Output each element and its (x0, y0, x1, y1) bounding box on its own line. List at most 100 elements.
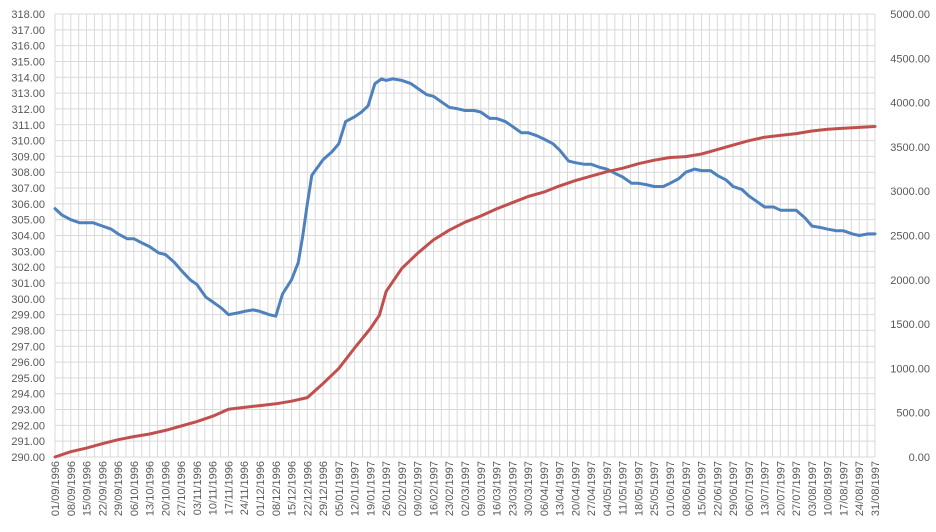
right-y-tick-label: 1000.00 (890, 363, 930, 375)
x-tick-label: 08/06/1997 (681, 461, 693, 516)
left-y-tick-label: 304.00 (11, 231, 45, 243)
left-y-tick-label: 290.00 (11, 452, 45, 464)
left-y-axis: 290.00 291.00 292.00 293.00 294.00 295.00 296.… (11, 9, 45, 464)
x-tick-label: 01/06/1997 (665, 461, 677, 516)
left-y-tick-label: 312.00 (11, 104, 45, 116)
x-tick-label: 29/09/1996 (113, 461, 125, 516)
x-tick-label: 01/12/1996 (255, 461, 267, 516)
series-1 (53, 77, 877, 318)
left-y-tick-label: 310.00 (11, 136, 45, 148)
left-y-tick-label: 298.00 (11, 325, 45, 337)
x-tick-label: 06/04/1997 (539, 461, 551, 516)
x-tick-label: 24/11/1996 (239, 461, 251, 515)
x-tick-label: 27/07/1997 (791, 461, 803, 516)
x-tick-label: 22/09/1996 (97, 461, 109, 516)
x-tick-label: 16/03/1997 (492, 461, 504, 516)
x-tick-label: 19/01/1997 (365, 461, 377, 516)
x-tick-label: 10/11/1996 (208, 461, 220, 515)
x-tick-label: 12/01/1997 (350, 461, 362, 516)
series-layer (53, 77, 877, 459)
right-y-tick-label: 0.00 (909, 452, 930, 464)
horizontal-gridlines (55, 13, 875, 458)
x-tick-label: 30/03/1997 (523, 461, 535, 516)
x-tick-label: 06/07/1997 (744, 461, 756, 516)
x-tick-label: 15/06/1997 (697, 461, 709, 516)
x-tick-label: 20/07/1997 (775, 461, 787, 516)
x-tick-label: 17/08/1997 (838, 461, 850, 516)
series-line (53, 125, 877, 459)
right-y-tick-label: 2500.00 (890, 231, 930, 243)
left-y-tick-label: 307.00 (11, 183, 45, 195)
left-y-tick-label: 294.00 (11, 389, 45, 401)
right-y-axis: 0.00 500.00 1000.00 1500.00 2000.00 2500.00 30… (890, 9, 930, 464)
left-y-tick-label: 299.00 (11, 310, 45, 322)
x-tick-label: 20/04/1997 (570, 461, 582, 516)
left-y-tick-label: 300.00 (11, 294, 45, 306)
left-y-tick-label: 308.00 (11, 167, 45, 179)
x-tick-label: 26/01/1997 (381, 461, 393, 516)
right-y-tick-label: 500.00 (896, 408, 930, 420)
right-y-tick-label: 5000.00 (890, 9, 930, 21)
x-tick-label: 13/10/1996 (145, 461, 157, 516)
left-y-tick-label: 296.00 (11, 357, 45, 369)
x-tick-label: 09/03/1997 (476, 461, 488, 516)
x-tick-label: 13/04/1997 (555, 461, 567, 516)
x-tick-label: 29/06/1997 (728, 461, 740, 516)
x-tick-label: 02/03/1997 (460, 461, 472, 516)
left-y-tick-label: 317.00 (11, 25, 45, 37)
left-y-tick-label: 303.00 (11, 246, 45, 258)
left-y-tick-label: 292.00 (11, 420, 45, 432)
x-tick-label: 08/09/1996 (66, 461, 78, 516)
left-y-tick-label: 297.00 (11, 341, 45, 353)
left-y-tick-label: 302.00 (11, 262, 45, 274)
left-y-tick-label: 313.00 (11, 88, 45, 100)
x-tick-label: 15/09/1996 (82, 461, 94, 516)
x-tick-label: 31/08/1997 (870, 461, 882, 516)
x-tick-label: 20/10/1996 (160, 461, 172, 516)
x-tick-label: 22/06/1997 (712, 461, 724, 516)
x-tick-label: 03/11/1996 (192, 461, 204, 515)
left-y-tick-label: 295.00 (11, 373, 45, 385)
x-tick-label: 03/08/1997 (807, 461, 819, 516)
x-tick-label: 29/12/1996 (318, 461, 330, 516)
right-y-tick-label: 1500.00 (890, 319, 930, 331)
x-tick-label: 10/08/1997 (823, 461, 835, 516)
left-y-tick-label: 309.00 (11, 151, 45, 163)
left-y-tick-label: 315.00 (11, 56, 45, 68)
x-tick-label: 13/07/1997 (760, 461, 772, 516)
left-y-tick-label: 306.00 (11, 199, 45, 211)
right-y-tick-label: 4000.00 (890, 98, 930, 110)
x-tick-label: 11/05/1997 (618, 461, 630, 515)
left-y-tick-label: 316.00 (11, 41, 45, 53)
x-tick-label: 17/11/1996 (223, 461, 235, 515)
x-tick-label: 24/08/1997 (854, 461, 866, 516)
x-tick-label: 27/04/1997 (586, 461, 598, 516)
x-tick-label: 02/02/1997 (397, 461, 409, 516)
x-tick-label: 25/05/1997 (649, 461, 661, 516)
x-tick-label: 22/12/1996 (302, 461, 314, 516)
left-y-tick-label: 291.00 (11, 436, 45, 448)
x-tick-label: 23/03/1997 (507, 461, 519, 516)
x-tick-label: 05/01/1997 (334, 461, 346, 516)
x-tick-label: 06/10/1996 (129, 461, 141, 516)
right-y-tick-label: 3500.00 (890, 142, 930, 154)
x-tick-label: 18/05/1997 (633, 461, 645, 516)
x-tick-label: 04/05/1997 (602, 461, 614, 516)
right-y-tick-label: 3000.00 (890, 186, 930, 198)
left-y-tick-label: 293.00 (11, 405, 45, 417)
series-2 (53, 125, 877, 459)
left-y-tick-label: 305.00 (11, 215, 45, 227)
right-y-tick-label: 4500.00 (890, 53, 930, 65)
left-y-tick-label: 311.00 (12, 120, 45, 132)
x-tick-label: 27/10/1996 (176, 461, 188, 516)
left-y-tick-label: 301.00 (11, 278, 45, 290)
x-tick-label: 01/09/1996 (50, 461, 62, 516)
x-tick-label: 08/12/1996 (271, 461, 283, 516)
left-y-tick-label: 318.00 (11, 9, 45, 21)
x-tick-label: 15/12/1996 (287, 461, 299, 516)
left-y-tick-label: 314.00 (11, 72, 45, 84)
x-tick-label: 09/02/1997 (413, 461, 425, 516)
x-tick-label: 16/02/1997 (428, 461, 440, 516)
x-tick-label: 23/02/1997 (444, 461, 456, 516)
x-axis: 01/09/1996 08/09/1996 15/09/1996 22/09/1996… (50, 461, 882, 516)
